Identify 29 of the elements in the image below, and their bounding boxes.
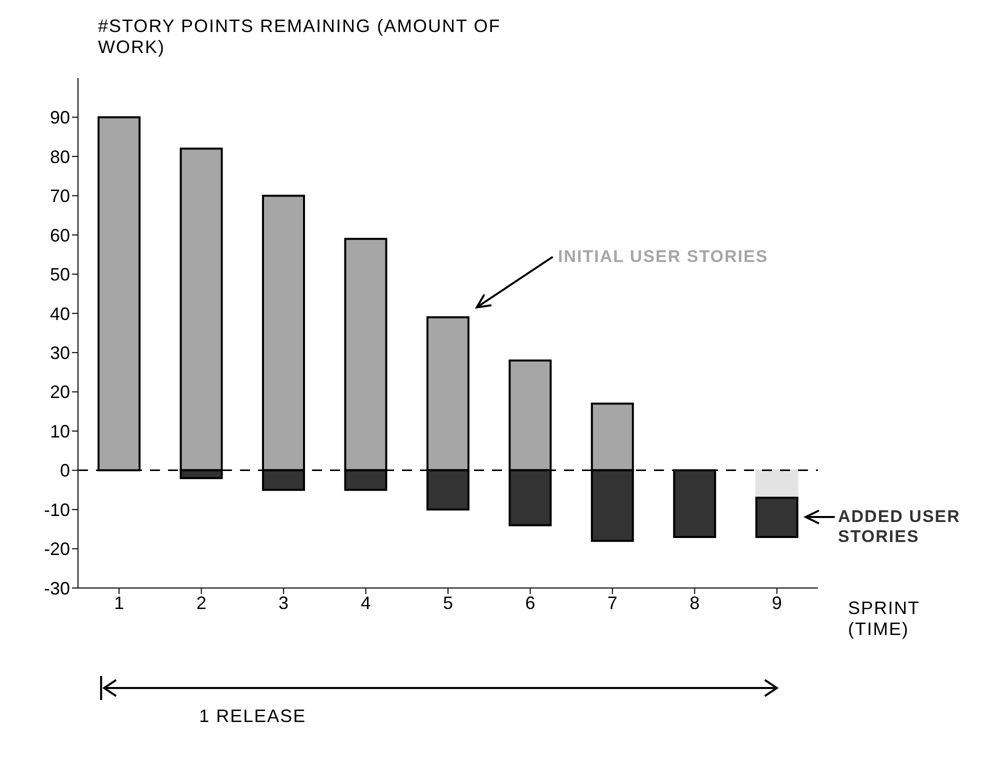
x-tick-label: 7 bbox=[607, 592, 618, 613]
y-tick-label: 30 bbox=[50, 343, 70, 364]
y-tick-label: 0 bbox=[60, 460, 70, 481]
text: INITIAL USER STORIES bbox=[558, 247, 770, 268]
y-tick-label: 80 bbox=[50, 146, 70, 167]
x-tick-label: 5 bbox=[442, 592, 454, 613]
x-tick-label: 1 bbox=[114, 592, 124, 613]
y-tick-label: 60 bbox=[50, 225, 70, 246]
text: 1 RELEASE bbox=[199, 706, 306, 727]
y-tick-label: 40 bbox=[50, 304, 70, 324]
x-tick-label: 8 bbox=[690, 592, 700, 613]
y-tick-label: 90 bbox=[50, 108, 70, 128]
y-tick-label: 70 bbox=[50, 186, 70, 206]
legend-label: ADDED USER STORIES bbox=[838, 507, 962, 547]
y-tick-label: 50 bbox=[50, 264, 70, 285]
bar bbox=[755, 469, 798, 499]
y-tick-label: -30 bbox=[44, 578, 70, 598]
y-tick-label: -10 bbox=[44, 500, 70, 520]
x-tick-label: 2 bbox=[196, 592, 206, 613]
x-tick-label: 6 bbox=[525, 592, 536, 613]
bar bbox=[755, 496, 798, 538]
x-tick-label: 3 bbox=[278, 592, 289, 613]
y-axis-title: #STORY POINTS REMAINING (AMOUNT OF WORK) bbox=[98, 16, 502, 58]
x-tick-label: 4 bbox=[360, 592, 371, 613]
x-tick-label: 9 bbox=[772, 592, 782, 613]
y-tick-label: -20 bbox=[44, 539, 70, 560]
y-tick-label: 10 bbox=[50, 421, 70, 442]
y-tick-label: 20 bbox=[50, 382, 70, 402]
x-axis-title: SPRINT (TIME) bbox=[848, 598, 921, 640]
